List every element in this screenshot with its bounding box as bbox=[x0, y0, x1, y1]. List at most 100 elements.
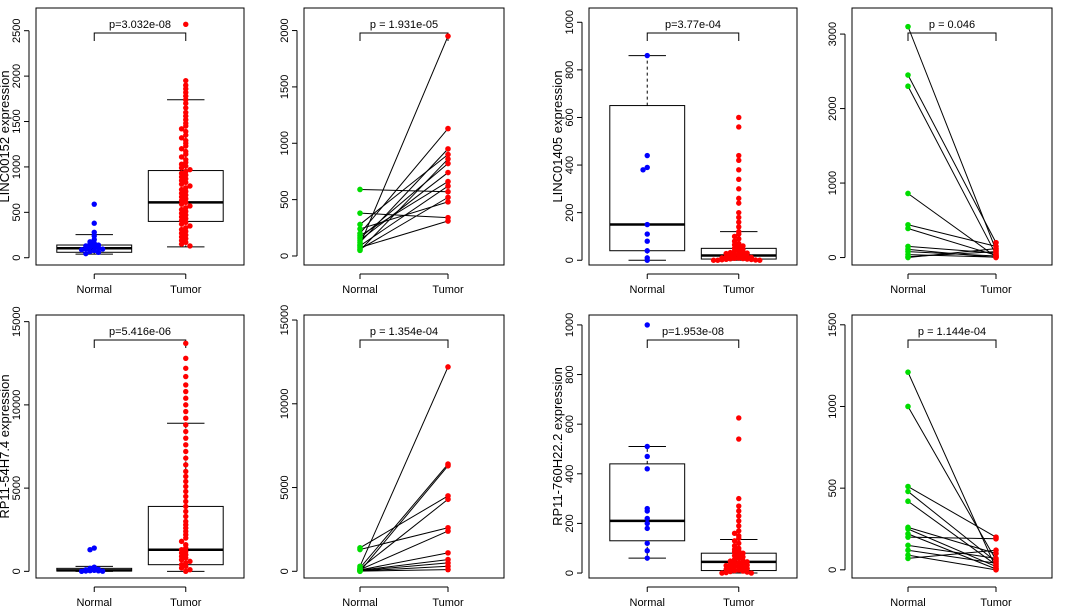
x-category-label: Tumor bbox=[432, 597, 464, 606]
y-tick-label: 400 bbox=[564, 465, 576, 483]
tumor-point bbox=[445, 462, 451, 469]
p-value-label: p = 1.931e-05 bbox=[370, 19, 438, 31]
data-point bbox=[87, 244, 93, 250]
y-tick-label: 1000 bbox=[827, 171, 839, 195]
pair-line bbox=[359, 527, 449, 551]
normal-point bbox=[905, 225, 911, 232]
box bbox=[609, 105, 686, 252]
data-point bbox=[91, 243, 97, 250]
data-point bbox=[736, 548, 742, 554]
data-point bbox=[736, 251, 742, 257]
data-point bbox=[736, 555, 742, 561]
y-tick-label: 3000 bbox=[827, 22, 839, 46]
y-tick-label: 500 bbox=[827, 479, 839, 497]
y-axis-label: RP11-54H7.4 expression bbox=[0, 374, 12, 518]
x-category-label: Tumor bbox=[432, 284, 464, 296]
pair-line bbox=[907, 536, 997, 540]
normal-point bbox=[357, 186, 363, 193]
pair-line bbox=[359, 569, 449, 572]
pair-line bbox=[359, 559, 449, 571]
y-axis-label: LINC00152 expression bbox=[0, 70, 12, 202]
data-point bbox=[644, 443, 650, 450]
data-point bbox=[91, 220, 97, 226]
data-point bbox=[731, 556, 738, 563]
data-point bbox=[183, 493, 189, 500]
data-point bbox=[644, 453, 650, 460]
y-tick-label: 0 bbox=[564, 257, 576, 263]
data-point bbox=[644, 221, 650, 228]
data-point bbox=[178, 135, 185, 141]
y-tick-label: 1500 bbox=[279, 75, 291, 99]
data-point bbox=[91, 201, 97, 207]
data-point bbox=[183, 151, 189, 157]
pair-line bbox=[359, 366, 449, 567]
pair-line bbox=[359, 530, 449, 571]
x-category-label: Normal bbox=[630, 284, 665, 296]
data-point bbox=[183, 563, 189, 570]
data-point bbox=[731, 248, 738, 254]
y-tick-label: 1500 bbox=[11, 109, 23, 133]
data-point bbox=[178, 181, 185, 187]
normal-point bbox=[905, 23, 911, 30]
data-point bbox=[99, 568, 106, 574]
data-point bbox=[183, 21, 189, 28]
pair-line bbox=[907, 526, 997, 554]
data-point bbox=[736, 255, 742, 261]
pair-line bbox=[359, 188, 449, 193]
data-point bbox=[740, 550, 746, 556]
data-point bbox=[87, 248, 93, 255]
p-value-label: p = 1.144e-04 bbox=[918, 326, 986, 338]
normal-point bbox=[357, 226, 363, 232]
panel-rp11-54h7-paired: 0 5000 10000 15000 Normal Tumor p = 1.354e-04 bbox=[279, 305, 505, 606]
y-tick-label: 500 bbox=[11, 203, 23, 221]
pair-line bbox=[907, 549, 997, 564]
data-point bbox=[187, 203, 193, 209]
data-point bbox=[183, 395, 189, 401]
normal-point bbox=[905, 526, 911, 532]
pair-line bbox=[907, 224, 997, 247]
data-point bbox=[183, 503, 189, 510]
data-point bbox=[757, 257, 763, 263]
data-point bbox=[187, 243, 193, 249]
y-tick-label: 0 bbox=[11, 568, 23, 574]
data-point bbox=[731, 233, 738, 240]
pair-line bbox=[907, 26, 997, 251]
data-point bbox=[644, 152, 650, 159]
normal-point bbox=[905, 72, 911, 78]
data-point bbox=[731, 549, 738, 555]
panel-linc00152-box: 0 500 1000 1500 2000 2500 LINC00152 expression… bbox=[0, 7, 245, 296]
y-tick-label: 600 bbox=[564, 108, 576, 126]
data-point bbox=[731, 564, 738, 570]
p-value-label: p=3.77e-04 bbox=[665, 19, 721, 31]
x-category-label: Tumor bbox=[980, 284, 1012, 296]
data-point bbox=[731, 538, 738, 544]
data-point bbox=[91, 567, 97, 574]
data-point bbox=[183, 478, 189, 485]
data-point bbox=[187, 183, 193, 189]
data-point bbox=[736, 114, 742, 121]
data-point bbox=[736, 436, 742, 442]
pair-line bbox=[359, 35, 449, 245]
data-point bbox=[87, 547, 93, 553]
tumor-point bbox=[445, 156, 451, 162]
data-point bbox=[719, 257, 725, 263]
y-tick-label: 0 bbox=[279, 568, 291, 574]
data-point bbox=[736, 224, 742, 230]
data-point bbox=[183, 163, 189, 169]
pair-line bbox=[359, 552, 449, 571]
y-tick-label: 600 bbox=[564, 415, 576, 433]
normal-point bbox=[357, 546, 363, 553]
p-value-label: p = 1.354e-04 bbox=[370, 326, 438, 338]
x-category-label: Normal bbox=[342, 597, 377, 606]
pair-line bbox=[907, 500, 997, 566]
data-point bbox=[723, 256, 729, 262]
data-point bbox=[178, 146, 185, 152]
y-tick-label: 400 bbox=[564, 156, 576, 174]
data-point bbox=[83, 250, 89, 257]
significance-bracket bbox=[359, 339, 449, 348]
pair-line bbox=[359, 158, 449, 251]
y-tick-label: 200 bbox=[564, 203, 576, 221]
pair-line bbox=[907, 549, 997, 559]
y-axis-label: RP11-760H22.2 expression bbox=[550, 367, 565, 526]
normal-point bbox=[905, 190, 911, 197]
